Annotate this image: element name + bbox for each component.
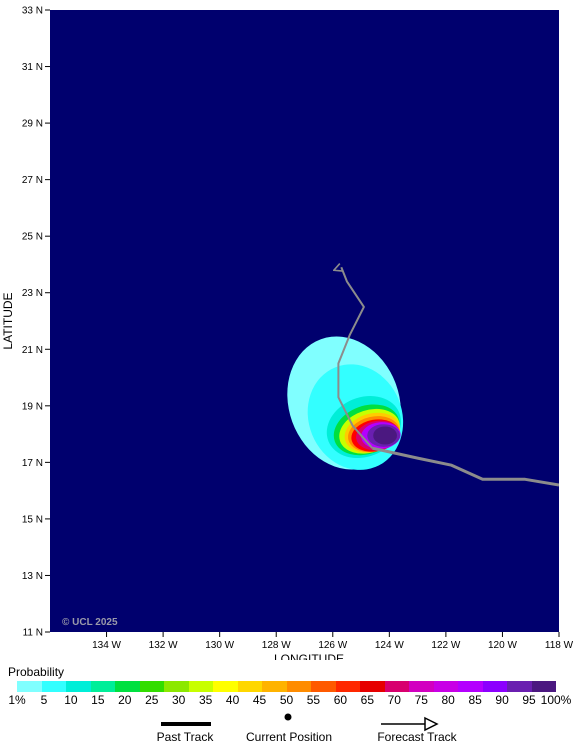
legend-tick-label: 45 bbox=[252, 693, 267, 707]
lon-tick-label: 118 W bbox=[545, 640, 574, 651]
past-track-label: Past Track bbox=[156, 730, 214, 744]
probability-scale-labels: 1% 5 10 15 20 25 30 35 40 45 50 55 60 65 70 75 80 85 90 95 1… bbox=[0, 693, 580, 707]
x-axis-title: LONGITUDE bbox=[274, 652, 344, 660]
lon-tick-label: 128 W bbox=[262, 640, 291, 651]
legend-tick-label: 85 bbox=[468, 693, 482, 707]
probability-swath bbox=[287, 336, 404, 470]
legend-swatch bbox=[139, 681, 164, 692]
legend-tick-label: 55 bbox=[306, 693, 321, 707]
lat-tick-label: 25 N bbox=[22, 232, 43, 243]
legend-swatch bbox=[213, 681, 238, 692]
legend-swatch bbox=[90, 681, 115, 692]
lat-tick-label: 23 N bbox=[22, 288, 43, 299]
lon-tick-label: 130 W bbox=[205, 640, 234, 651]
legend-swatch bbox=[115, 681, 140, 692]
legend-tick-label: 50 bbox=[279, 693, 294, 707]
legend-swatch bbox=[360, 681, 385, 692]
legend-tick-label: 1% bbox=[8, 693, 26, 707]
y-axis-title: LATITUDE bbox=[1, 292, 15, 349]
legend-swatch bbox=[17, 681, 42, 692]
lat-tick-label: 29 N bbox=[22, 119, 43, 130]
legend-tick-label: 70 bbox=[387, 693, 401, 707]
map-figure: 33 N 31 N 29 N 27 N 25 N 23 N 21 N 19 N 17 N 15 N… bbox=[1, 6, 574, 661]
track-key-symbols bbox=[161, 713, 439, 732]
legend-tick-label: 75 bbox=[414, 693, 428, 707]
lat-tick-label: 13 N bbox=[22, 571, 43, 582]
legend-swatch bbox=[262, 681, 287, 692]
current-position-symbol bbox=[284, 713, 292, 721]
legend-tick-label: 65 bbox=[360, 693, 375, 707]
current-position-label: Current Position bbox=[245, 730, 333, 744]
copyright-notice: © UCL 2025 bbox=[62, 617, 118, 628]
storm-track bbox=[338, 267, 559, 487]
legend-swatch bbox=[164, 681, 189, 692]
legend-swatch bbox=[531, 681, 556, 692]
legend-swatch bbox=[66, 681, 91, 692]
forecast-track-label: Forecast Track bbox=[377, 730, 457, 744]
lon-tick-label: 134 W bbox=[92, 640, 121, 651]
legend-tick-label: 20 bbox=[118, 693, 132, 707]
lon-tick-label: 120 W bbox=[488, 640, 517, 651]
legend-swatch bbox=[409, 681, 434, 692]
forecast-track-line bbox=[338, 267, 374, 449]
legend-tick-label: 25 bbox=[145, 693, 159, 707]
legend-swatch bbox=[286, 681, 311, 692]
track-key: Past Track Current Position Forecast Tra… bbox=[0, 710, 580, 750]
legend-swatch bbox=[188, 681, 213, 692]
lon-tick-label: 122 W bbox=[431, 640, 460, 651]
lat-tick-label: 19 N bbox=[22, 401, 43, 412]
lon-tick-label: 132 W bbox=[149, 640, 178, 651]
legend-tick-label: 90 bbox=[495, 693, 509, 707]
legend-swatch bbox=[458, 681, 483, 692]
lon-tick-label: 124 W bbox=[375, 640, 404, 651]
lat-tick-label: 11 N bbox=[23, 628, 43, 639]
legend-tick-label: 15 bbox=[91, 693, 105, 707]
legend-tick-label: 10 bbox=[64, 693, 78, 707]
probability-contour-95 bbox=[373, 426, 397, 445]
forecast-arrow-icon bbox=[424, 716, 439, 732]
legend-tick-label: 35 bbox=[198, 693, 213, 707]
legend-swatch bbox=[384, 681, 409, 692]
lat-tick-label: 21 N bbox=[22, 345, 43, 356]
lat-tick-label: 33 N bbox=[22, 6, 43, 17]
legend-tick-label: 80 bbox=[441, 693, 455, 707]
legend-tick-label: 100% bbox=[540, 693, 572, 707]
legend-swatch bbox=[507, 681, 532, 692]
legend-tick-label: 5 bbox=[40, 693, 48, 707]
axis-ticks: 33 N 31 N 29 N 27 N 25 N 23 N 21 N 19 N 17 N 15 N… bbox=[22, 6, 574, 652]
legend-tick-label: 40 bbox=[225, 693, 240, 707]
legend-title: Probability bbox=[8, 665, 65, 679]
legend-tick-label: 30 bbox=[172, 693, 186, 707]
lat-tick-label: 17 N bbox=[22, 458, 43, 469]
lat-tick-label: 31 N bbox=[22, 62, 43, 73]
lat-tick-label: 15 N bbox=[22, 514, 43, 525]
legend-tick-label: 95 bbox=[522, 693, 536, 707]
probability-color-scale bbox=[17, 681, 556, 692]
legend-swatch bbox=[335, 681, 360, 692]
legend-swatch bbox=[237, 681, 262, 692]
legend-swatch bbox=[41, 681, 66, 692]
legend-swatch bbox=[433, 681, 458, 692]
ocean-background bbox=[50, 10, 559, 632]
past-track-line bbox=[372, 446, 559, 487]
legend-swatch bbox=[482, 681, 507, 692]
lat-tick-label: 27 N bbox=[22, 175, 43, 186]
legend-swatch bbox=[311, 681, 336, 692]
lon-tick-label: 126 W bbox=[318, 640, 347, 651]
legend-tick-label: 60 bbox=[333, 693, 348, 707]
